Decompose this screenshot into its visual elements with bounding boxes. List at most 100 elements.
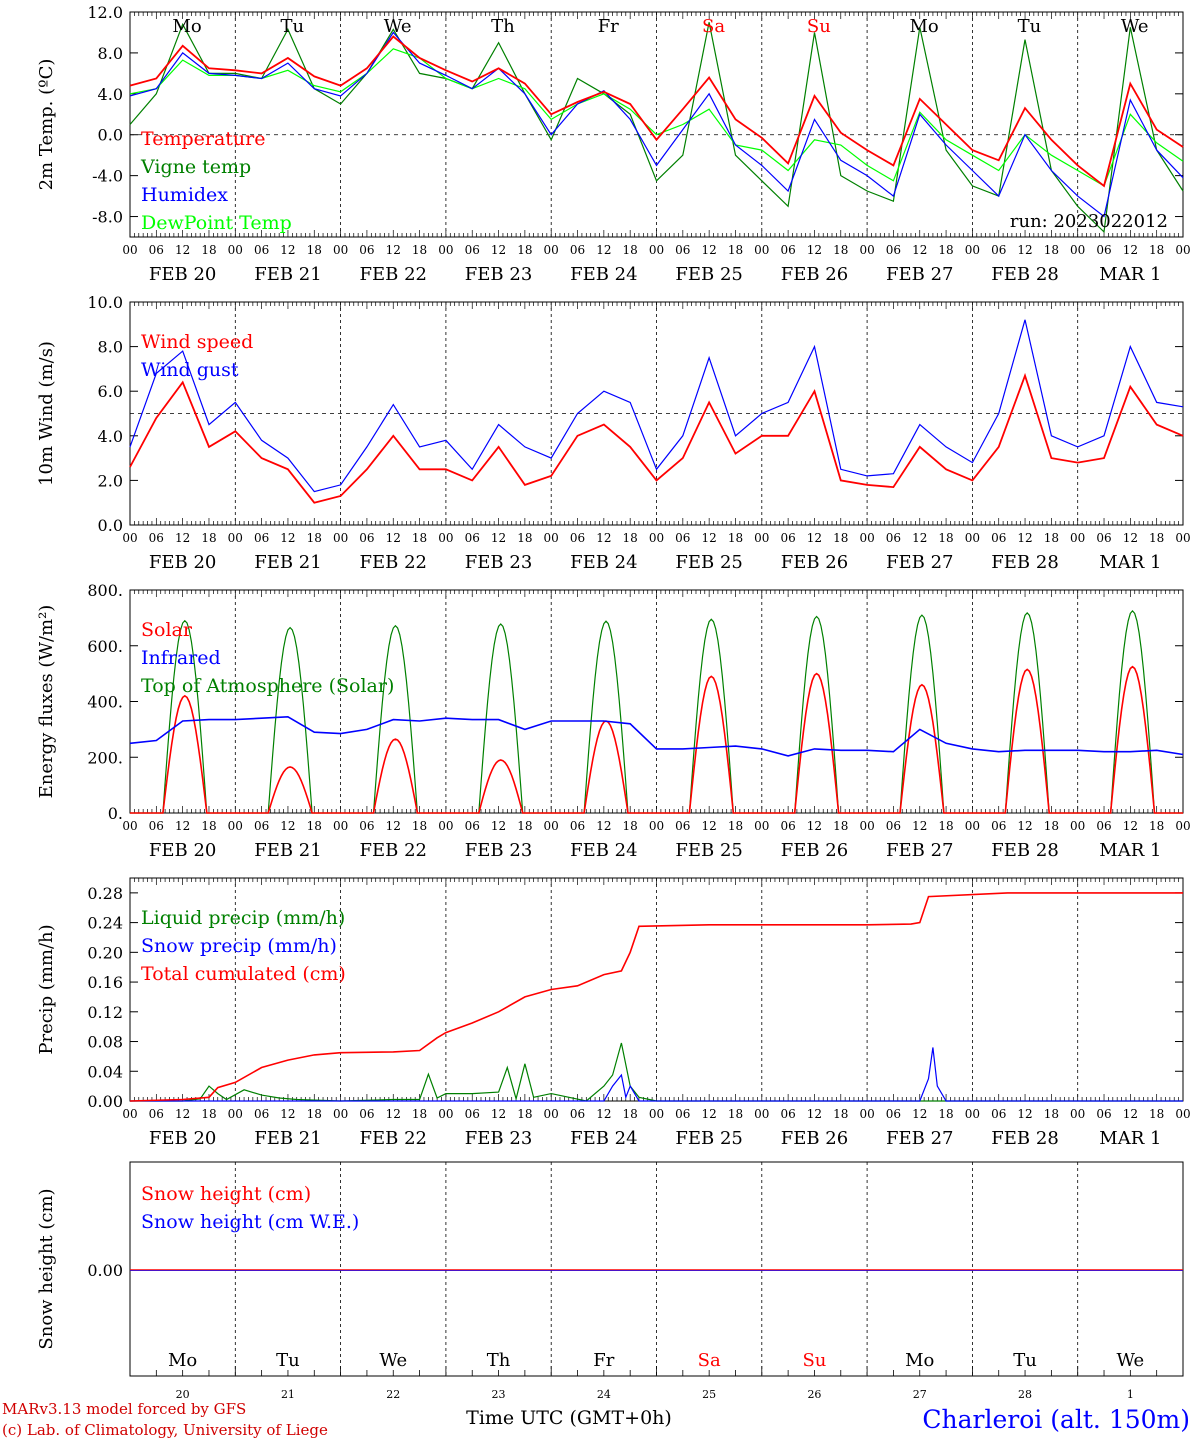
- hour-tick-label: 06: [359, 819, 374, 833]
- y-tick-label: 600.: [87, 637, 123, 656]
- date-label: FEB 21: [254, 552, 321, 573]
- weekday-label: We: [1121, 16, 1149, 37]
- hour-tick-label: 12: [702, 1107, 717, 1121]
- legend-entry: Infrared: [141, 647, 221, 669]
- hour-tick-label: 12: [386, 1107, 401, 1121]
- date-label: FEB 20: [149, 552, 216, 573]
- hour-tick-label: 06: [465, 243, 480, 257]
- hour-tick-label: 06: [886, 531, 901, 545]
- y-tick-label: 4.0: [98, 427, 123, 446]
- date-label: FEB 20: [149, 840, 216, 861]
- hour-tick-label: 18: [1044, 819, 1059, 833]
- hour-tick-label: 12: [807, 819, 822, 833]
- hour-tick-label: 18: [517, 531, 532, 545]
- hour-tick-label: 00: [228, 1107, 243, 1121]
- hour-tick-label: 06: [991, 531, 1006, 545]
- hour-tick-label: 06: [465, 819, 480, 833]
- date-label: FEB 26: [781, 552, 848, 573]
- hour-tick-label: 12: [912, 243, 927, 257]
- y-tick-label: 0.28: [87, 884, 123, 903]
- hour-tick-label: 00: [1175, 531, 1190, 545]
- date-label: FEB 26: [781, 1128, 848, 1149]
- y-tick-label: 10.0: [87, 293, 123, 312]
- plot-frame: [129, 301, 1184, 526]
- weekday-label: Su: [807, 16, 831, 37]
- date-label: FEB 28: [991, 840, 1058, 861]
- hour-tick-label: 12: [912, 531, 927, 545]
- hour-tick-label: 00: [544, 243, 559, 257]
- y-axis-label: Precip (mm/h): [36, 924, 57, 1054]
- hour-tick-label: 06: [1096, 531, 1111, 545]
- hour-tick-label: 18: [307, 1107, 322, 1121]
- date-label: FEB 22: [360, 840, 427, 861]
- hour-tick-label: 06: [780, 1107, 795, 1121]
- hour-tick-label: 00: [438, 1107, 453, 1121]
- run-annotation: run: 2023022012: [1010, 211, 1168, 232]
- hour-tick-label: 12: [807, 243, 822, 257]
- date-label: FEB 27: [886, 840, 953, 861]
- hour-tick-label: 00: [333, 819, 348, 833]
- weekday-label: Fr: [598, 16, 619, 37]
- hour-tick-label: 06: [149, 1107, 164, 1121]
- hour-tick-label: 12: [491, 243, 506, 257]
- hour-tick-label: 18: [412, 531, 427, 545]
- hour-tick-label: 18: [728, 819, 743, 833]
- legend-entry: Liquid precip (mm/h): [141, 907, 345, 929]
- hour-tick-label: 18: [412, 243, 427, 257]
- date-label: MAR 1: [1099, 840, 1161, 861]
- hour-tick-label: 18: [938, 819, 953, 833]
- hour-tick-label: 12: [1123, 1107, 1138, 1121]
- hour-tick-label: 12: [807, 1107, 822, 1121]
- hour-tick-label: 18: [307, 531, 322, 545]
- date-label: FEB 24: [570, 1128, 637, 1149]
- hour-tick-label: 06: [359, 1107, 374, 1121]
- hour-tick-label: 12: [596, 531, 611, 545]
- y-axis-label: Snow height (cm): [36, 1188, 57, 1349]
- date-label: FEB 23: [465, 264, 532, 285]
- hour-tick-label: 18: [1044, 531, 1059, 545]
- hour-tick-label: 00: [333, 531, 348, 545]
- hour-tick-label: 18: [623, 531, 638, 545]
- hour-tick-label: 18: [517, 1107, 532, 1121]
- weekday-label: Tu: [276, 1350, 300, 1371]
- hour-tick-label: 12: [702, 243, 717, 257]
- date-label: FEB 22: [360, 552, 427, 573]
- lab-credit: (c) Lab. of Climatology, University of L…: [2, 1421, 328, 1439]
- hour-tick-label: 00: [438, 531, 453, 545]
- hour-tick-label: 12: [807, 531, 822, 545]
- day-number-label: 27: [913, 1388, 927, 1401]
- y-tick-label: 0.24: [87, 914, 123, 933]
- hour-tick-label: 00: [544, 531, 559, 545]
- station-label: Charleroi (alt. 150m): [922, 1405, 1190, 1434]
- hour-tick-label: 12: [912, 1107, 927, 1121]
- y-tick-label: 800.: [87, 581, 123, 600]
- x-axis-label: Time UTC (GMT+0h): [466, 1407, 672, 1429]
- weekday-label: Tu: [1018, 16, 1042, 37]
- date-label: FEB 23: [465, 1128, 532, 1149]
- hour-tick-label: 18: [201, 243, 216, 257]
- hour-tick-label: 18: [1044, 243, 1059, 257]
- hour-tick-label: 00: [754, 243, 769, 257]
- hour-tick-label: 06: [675, 1107, 690, 1121]
- hour-tick-label: 12: [280, 243, 295, 257]
- hour-tick-label: 00: [122, 531, 137, 545]
- weekday-label: We: [384, 16, 412, 37]
- hour-tick-label: 00: [228, 531, 243, 545]
- y-tick-label: 0.0: [98, 516, 123, 535]
- legend-entry: Wind gust: [141, 359, 239, 381]
- hour-tick-label: 12: [596, 1107, 611, 1121]
- hour-tick-label: 06: [149, 531, 164, 545]
- series-line-snow-precip: [130, 1047, 1183, 1102]
- date-label: FEB 21: [254, 840, 321, 861]
- hour-tick-label: 12: [702, 531, 717, 545]
- date-label: FEB 25: [675, 1128, 742, 1149]
- day-number-label: 21: [281, 1388, 295, 1401]
- hour-tick-label: 06: [149, 819, 164, 833]
- weekday-label: Sa: [698, 1350, 721, 1371]
- legend-entry: Temperature: [141, 128, 265, 150]
- legend-entry: Snow height (cm W.E.): [141, 1211, 359, 1233]
- hour-tick-label: 18: [517, 243, 532, 257]
- date-label: FEB 23: [465, 840, 532, 861]
- hour-tick-label: 18: [833, 819, 848, 833]
- hour-tick-label: 18: [201, 1107, 216, 1121]
